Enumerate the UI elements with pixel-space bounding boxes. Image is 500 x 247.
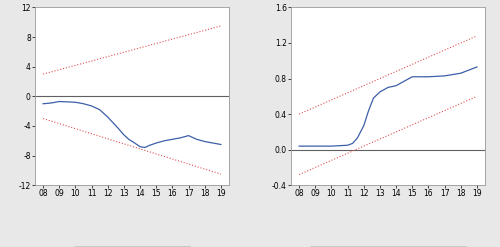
Legend: CUSUM of Squares, 5% Significance: CUSUM of Squares, 5% Significance bbox=[310, 246, 466, 247]
Legend: CUSUM, 5% Significance: CUSUM, 5% Significance bbox=[74, 246, 190, 247]
